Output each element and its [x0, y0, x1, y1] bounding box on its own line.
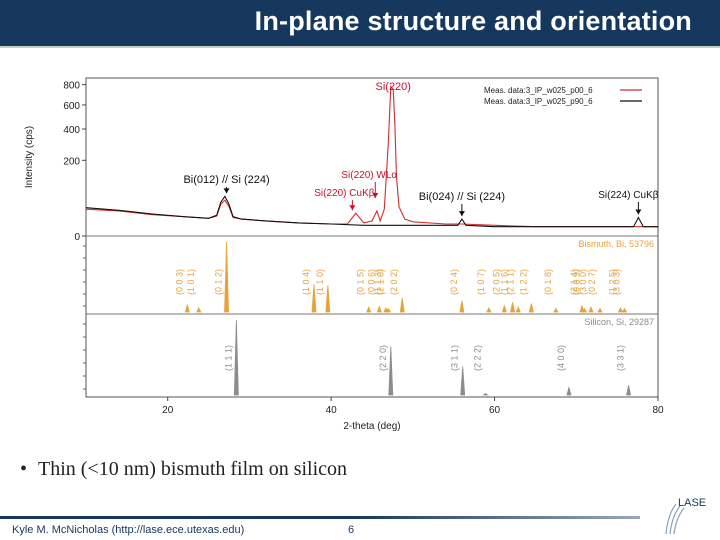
annotation-arrowhead — [458, 211, 465, 217]
reference-peak-label: (1 1 1) — [223, 345, 233, 371]
y-tick-label: 600 — [63, 101, 80, 112]
reference-peak-label: (2 2 0) — [378, 345, 388, 371]
reference-peak — [325, 285, 331, 313]
reference-peak-label: (4 0 0) — [556, 345, 566, 371]
reference-peak — [224, 241, 229, 313]
reference-peak — [621, 307, 628, 313]
y-tick-label: 400 — [63, 125, 80, 136]
annotation-arrowhead — [372, 193, 379, 198]
bullet-item: • Thin (<10 nm) bismuth film on silicon — [20, 458, 347, 481]
reference-peak — [460, 366, 466, 396]
reference-peak — [366, 306, 372, 313]
x-tick-label: 20 — [162, 405, 174, 416]
reference-peak — [617, 306, 624, 313]
reference-peak — [626, 385, 632, 396]
x-tick-label: 40 — [326, 405, 338, 416]
reference-peak-label: (0 1 5) — [356, 269, 366, 295]
reference-peak — [184, 303, 190, 313]
peak-annotation: Si(220) WLα — [341, 170, 397, 181]
title-bar: In-plane structure and orientation — [0, 0, 720, 46]
peak-annotation: Bi(024) // Si (224) — [419, 191, 505, 203]
reference-peak-label: (1 1 0) — [315, 269, 325, 295]
footer-divider — [0, 516, 640, 519]
lase-logo: LASE — [665, 497, 706, 535]
peak-annotation: Bi(012) // Si (224) — [183, 174, 269, 186]
reference-peak-label: (2 1 1) — [505, 269, 515, 295]
reference-peak-label: (0 2 4) — [449, 269, 459, 295]
reference-peak — [311, 283, 317, 313]
reference-peak — [515, 306, 521, 313]
reference-peak — [588, 306, 594, 313]
reference-peak-label: (3 0 0) — [578, 269, 588, 295]
reference-peak-label: (1 1 3) — [373, 269, 383, 295]
plot-frame — [85, 77, 659, 398]
reference-peak-label: (2 2 2) — [473, 345, 483, 371]
reference-peak-label: (0 2 7) — [587, 269, 597, 295]
reference-peak-label: (0 0 3) — [174, 269, 184, 295]
series-line — [85, 85, 658, 228]
annotation-arrowhead — [635, 209, 642, 215]
reference-peak-label: (2 0 2) — [389, 269, 399, 295]
reference-peak-label: (1 2 5) — [607, 269, 617, 295]
reference-peak-label: (2 1 4) — [569, 269, 579, 295]
peak-annotation: Si(224) CuKβ — [598, 190, 658, 201]
reference-peak-label: (3 0 3) — [611, 269, 621, 295]
annotation-arrowhead — [223, 188, 230, 194]
reference-peak-label: (3 3 1) — [616, 345, 626, 371]
legend-label: Meas. data:3_IP_w025_p00_6 — [484, 86, 593, 95]
reference-peak — [385, 307, 392, 313]
y-tick-label: 800 — [63, 81, 80, 92]
reference-peak-label: (1 0 1) — [186, 269, 196, 295]
x-tick-label: 60 — [489, 405, 501, 416]
reference-peak — [376, 305, 382, 313]
legend-label: Meas. data:3_IP_w025_p90_6 — [484, 97, 593, 106]
x-tick-label: 80 — [652, 405, 664, 416]
reference-peak — [501, 304, 507, 313]
reference-peak-label: (2 0 5) — [491, 269, 501, 295]
bullet-dot: • — [20, 458, 28, 480]
reference-peak-label: (0 0 6) — [366, 269, 376, 295]
peak-annotation: Si(220) CuKβ — [314, 188, 374, 199]
reference-peak-label: (1 1 6) — [500, 269, 510, 295]
annotation-arrowhead — [349, 205, 356, 211]
xrd-chart: 800 600 400 200 0 20 40 60 80 2-theta (deg) Intens… — [24, 77, 664, 432]
y-axis-label: Intensity (cps) — [24, 126, 35, 188]
reference-peak-label: (1 0 4) — [301, 269, 311, 295]
x-axis-label: 2-theta (deg) — [343, 421, 400, 432]
reference-peak — [510, 302, 516, 313]
reference-peak — [566, 385, 572, 396]
title-divider — [0, 46, 720, 48]
series-line — [85, 195, 658, 228]
reference-peak-label: (3 1 1) — [450, 345, 460, 371]
reference-peak — [399, 297, 405, 313]
logo-text: LASE — [678, 497, 706, 509]
reference-peak-label: (0 1 8) — [543, 269, 553, 295]
y-tick-label: 0 — [74, 232, 80, 243]
reference-panel-name: Silicon, Si, 29287 — [584, 317, 654, 327]
reference-peak-label: (2 1 0) — [375, 269, 385, 295]
reference-peak — [581, 307, 588, 313]
slide-title: In-plane structure and orientation — [254, 6, 692, 36]
reference-peak — [196, 306, 202, 313]
bullet-text: Thin (<10 nm) bismuth film on silicon — [38, 458, 348, 480]
reference-panel-name: Bismuth, Bi, 53796 — [578, 239, 654, 249]
reference-peak — [459, 300, 465, 313]
peak-annotation: Si(220) — [376, 81, 411, 93]
reference-peak — [553, 307, 559, 313]
page-number: 6 — [348, 524, 355, 536]
reference-peak — [233, 319, 239, 396]
y-tick-label: 200 — [63, 156, 80, 167]
reference-peak-label: (0 0 9) — [571, 269, 581, 295]
reference-peak — [482, 393, 489, 396]
reference-peak — [597, 307, 603, 313]
reference-peak-label: (1 0 7) — [476, 269, 486, 295]
reference-peak-label: (0 1 2) — [214, 269, 224, 295]
reference-peak — [486, 306, 492, 313]
reference-peak — [388, 346, 394, 396]
footer-author: Kyle M. McNicholas (http://lase.ece.utex… — [12, 524, 245, 536]
reference-peak-label: (1 2 2) — [518, 269, 528, 295]
reference-peak — [528, 303, 534, 313]
